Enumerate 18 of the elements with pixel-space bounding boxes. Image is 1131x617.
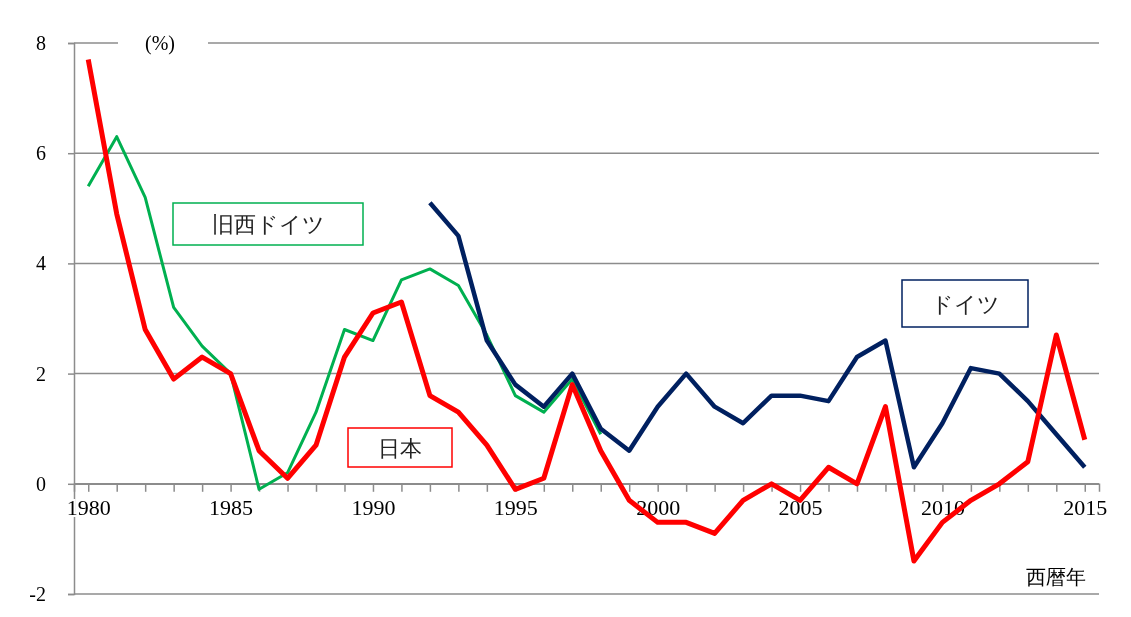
y-tick-label: 4 <box>36 252 46 275</box>
x-tick-label: 1990 <box>351 495 396 521</box>
x-tick-label: 2015 <box>1063 495 1108 521</box>
text: ドイツ <box>930 291 1000 317</box>
series-label: 日本 <box>378 435 422 461</box>
line-series <box>427 200 1088 470</box>
x-axis-title: 西暦年 <box>1026 565 1086 589</box>
x-tick-label: 1980 <box>66 495 111 521</box>
y-axis-title: (%) <box>145 32 175 55</box>
y-tick-label: 6 <box>36 142 46 165</box>
y-tick-label: 0 <box>36 472 46 495</box>
x-tick-label: 2005 <box>778 495 823 521</box>
text: 旧西ドイツ <box>211 212 325 237</box>
x-tick-label: 1995 <box>493 495 538 521</box>
y-tick-label: 2 <box>36 362 46 385</box>
y-tick-label: -2 <box>29 582 46 605</box>
x-tick-label: 1985 <box>209 495 254 521</box>
y-tick-label: 8 <box>36 31 46 54</box>
